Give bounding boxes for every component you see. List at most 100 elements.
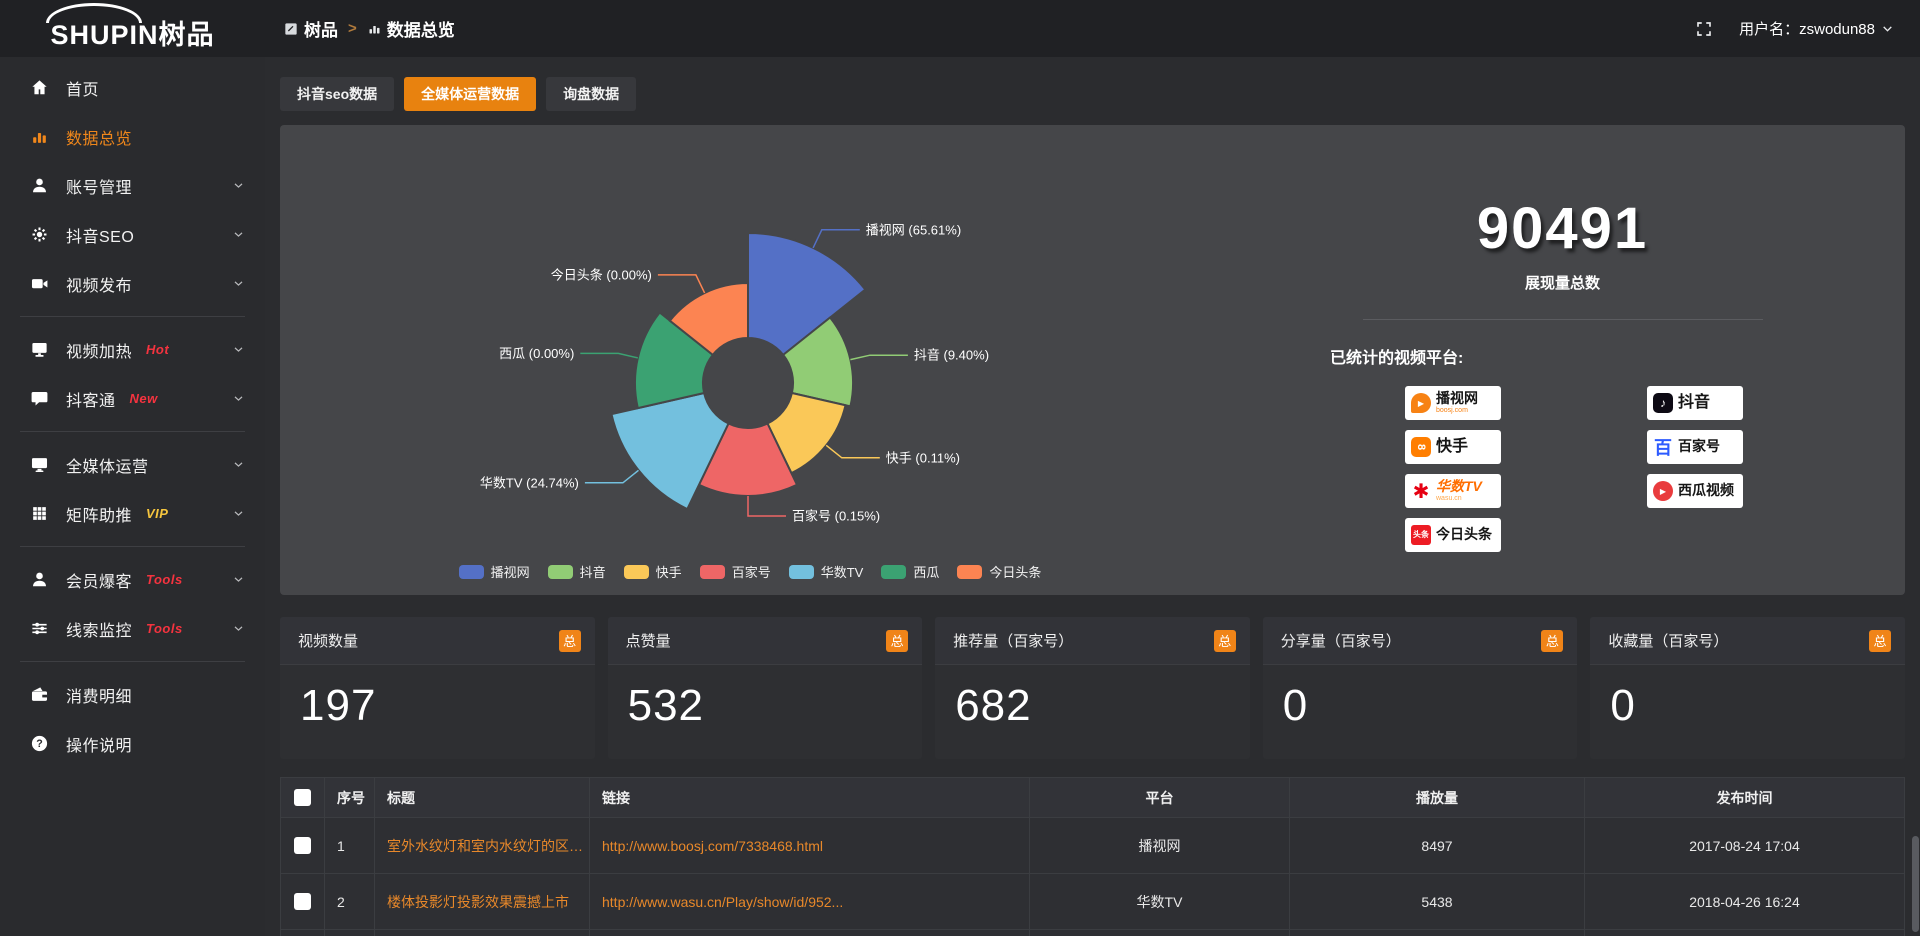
pie-slice-快手[interactable]	[766, 391, 847, 475]
tab-3[interactable]: 询盘数据	[546, 77, 637, 111]
stat-card-label: 推荐量（百家号）	[953, 633, 1074, 650]
stat-card-header: 视频数量 总	[280, 617, 595, 665]
chevron-down-icon	[232, 573, 245, 586]
stat-card-header: 推荐量（百家号） 总	[935, 617, 1250, 665]
user-menu[interactable]: 用户名：zswodun88	[1739, 18, 1894, 39]
breadcrumb-page[interactable]: 数据总览	[367, 16, 455, 41]
sidebar-item-5[interactable]: 视频发布	[0, 259, 265, 308]
sidebar-item-8[interactable]: 全媒体运营	[0, 440, 265, 489]
select-all-checkbox[interactable]	[294, 789, 311, 807]
row-title-link[interactable]: 楼体投影灯投影效果震撼上市	[374, 873, 590, 930]
platform-name: 华数TV	[1436, 478, 1482, 495]
total-badge: 总	[1541, 629, 1564, 652]
pie-label-line	[850, 354, 908, 361]
sidebar-divider	[20, 316, 245, 317]
scrollbar-thumb[interactable]	[1912, 836, 1919, 932]
scrollbar[interactable]	[1912, 57, 1919, 936]
stat-card-value: 682	[955, 681, 1032, 730]
pie-label: 百家号 (0.15%)	[792, 509, 880, 524]
row-checkbox[interactable]	[294, 893, 311, 911]
legend-item-播视网[interactable]: 播视网	[458, 562, 530, 581]
sidebar-item-10[interactable]: 会员爆客 Tools	[0, 555, 265, 604]
sidebar-item-label: 视频发布	[66, 277, 133, 295]
pie-slice-播视网[interactable]	[747, 231, 867, 357]
pie-slice-西瓜[interactable]	[633, 311, 715, 410]
row-select-cell	[280, 873, 325, 930]
breadcrumb: 树品 > 数据总览	[283, 16, 455, 41]
legend-item-快手[interactable]: 快手	[623, 562, 682, 581]
pie-slice-百家号[interactable]	[697, 422, 799, 497]
fullscreen-icon[interactable]	[1695, 20, 1713, 38]
baijiahao-logo-icon: 百	[1654, 438, 1672, 458]
sidebar-item-7[interactable]: 抖客通 New	[0, 374, 265, 423]
row-select-cell	[280, 817, 325, 874]
platform-badge-kuaishou: 8 快手	[1405, 430, 1501, 464]
sidebar-item-tag: Hot	[146, 342, 170, 357]
row-checkbox[interactable]	[294, 837, 311, 855]
sidebar-item-11[interactable]: 线索监控 Tools	[0, 604, 265, 653]
sidebar-divider	[20, 431, 245, 432]
legend-swatch	[881, 564, 907, 579]
row-time: 2017-08-24 17:04	[1584, 817, 1905, 874]
pie-slice-抖音[interactable]	[781, 316, 855, 408]
monitor-icon	[30, 455, 49, 474]
sidebar-item-label: 抖音SEO	[66, 228, 135, 246]
sidebar-item-2[interactable]: 数据总览	[0, 112, 265, 161]
logo-arc-decoration	[46, 3, 142, 23]
row-url-link[interactable]: http://www.boosj.com/7338468.html	[589, 817, 1030, 874]
platform-share-pie-chart[interactable]: 播视网 (65.61%) 抖音 (9.40%) 快手 (0.11%) 百家号 (0.1…	[280, 125, 1220, 595]
legend-item-百家号[interactable]: 百家号	[699, 562, 771, 581]
table-header-5: 播放量	[1289, 777, 1585, 818]
chevron-down-icon	[232, 392, 245, 405]
sidebar-item-label: 消费明细	[66, 688, 133, 706]
legend-label: 今日头条	[989, 565, 1042, 580]
legend-item-抖音[interactable]: 抖音	[547, 562, 606, 581]
sidebar-item-1[interactable]: 首页	[0, 63, 265, 112]
row-title-link[interactable]: 室外水纹灯和室内水纹灯的区别和简介	[374, 817, 590, 874]
user-icon	[30, 570, 49, 589]
sidebar-item-label: 抖客通	[66, 392, 116, 410]
chart-bar-icon	[367, 21, 382, 36]
sidebar-item-6[interactable]: 视频加热 Hot	[0, 325, 265, 374]
grid-icon	[30, 504, 49, 523]
pie-slice-今日头条[interactable]	[668, 281, 749, 357]
pie-slice-华数TV[interactable]	[610, 391, 730, 511]
sidebar-item-12[interactable]: 消费明细	[0, 670, 265, 719]
legend-item-西瓜[interactable]: 西瓜	[881, 562, 939, 581]
stat-card-value: 0	[1282, 681, 1309, 730]
sidebar-item-label: 操作说明	[66, 737, 133, 755]
sidebar-item-label: 账号管理	[66, 179, 133, 197]
legend-swatch	[788, 564, 814, 579]
legend-swatch	[957, 564, 983, 579]
boosj-logo-icon: ▶	[1411, 393, 1431, 413]
stat-cards-row: 视频数量总 197 点赞量总 532 推荐量（百家号）总 682 分享量（百家号）总 0 收藏量…	[280, 617, 1905, 759]
chevron-down-icon	[232, 277, 245, 290]
legend-item-华数TV[interactable]: 华数TV	[788, 562, 863, 581]
sidebar-item-label: 首页	[66, 81, 100, 99]
sidebar-divider	[20, 661, 245, 662]
table-header-4: 平台	[1029, 777, 1290, 818]
stat-card-label: 收藏量（百家号）	[1608, 633, 1729, 650]
row-time: 2018-04-26 16:24	[1584, 873, 1905, 930]
stat-card-value: 197	[300, 681, 377, 730]
legend-item-今日头条[interactable]: 今日头条	[957, 562, 1041, 581]
legend-swatch	[699, 564, 725, 579]
total-badge: 总	[558, 629, 581, 652]
pie-label: 快手 (0.11%)	[886, 450, 960, 465]
sidebar-item-4[interactable]: 抖音SEO	[0, 210, 265, 259]
sidebar-item-3[interactable]: 账号管理	[0, 161, 265, 210]
sidebar-item-9[interactable]: 矩阵助推 VIP	[0, 489, 265, 538]
total-badge: 总	[1213, 629, 1236, 652]
stat-card-label: 点赞量	[625, 633, 671, 650]
tab-2[interactable]: 全媒体运营数据	[404, 77, 537, 111]
breadcrumb-app[interactable]: 树品	[283, 16, 338, 41]
sidebar-item-13[interactable]: ? 操作说明	[0, 719, 265, 768]
row-url-link[interactable]: http://www.wasu.cn/Play/show/id/952...	[589, 873, 1030, 930]
sidebar-item-tag: Tools	[146, 572, 183, 587]
tab-1[interactable]: 抖音seo数据	[280, 77, 395, 111]
total-badge: 总	[1868, 629, 1891, 652]
row-platform: 华数TV	[1029, 873, 1290, 930]
summary-panel: 90491 展现量总数 已统计的视频平台: ▶ 播视网 boosj.com 8 快手 ✱ 华…	[1220, 125, 1905, 595]
toutiao-logo-icon: 头条	[1411, 525, 1431, 545]
